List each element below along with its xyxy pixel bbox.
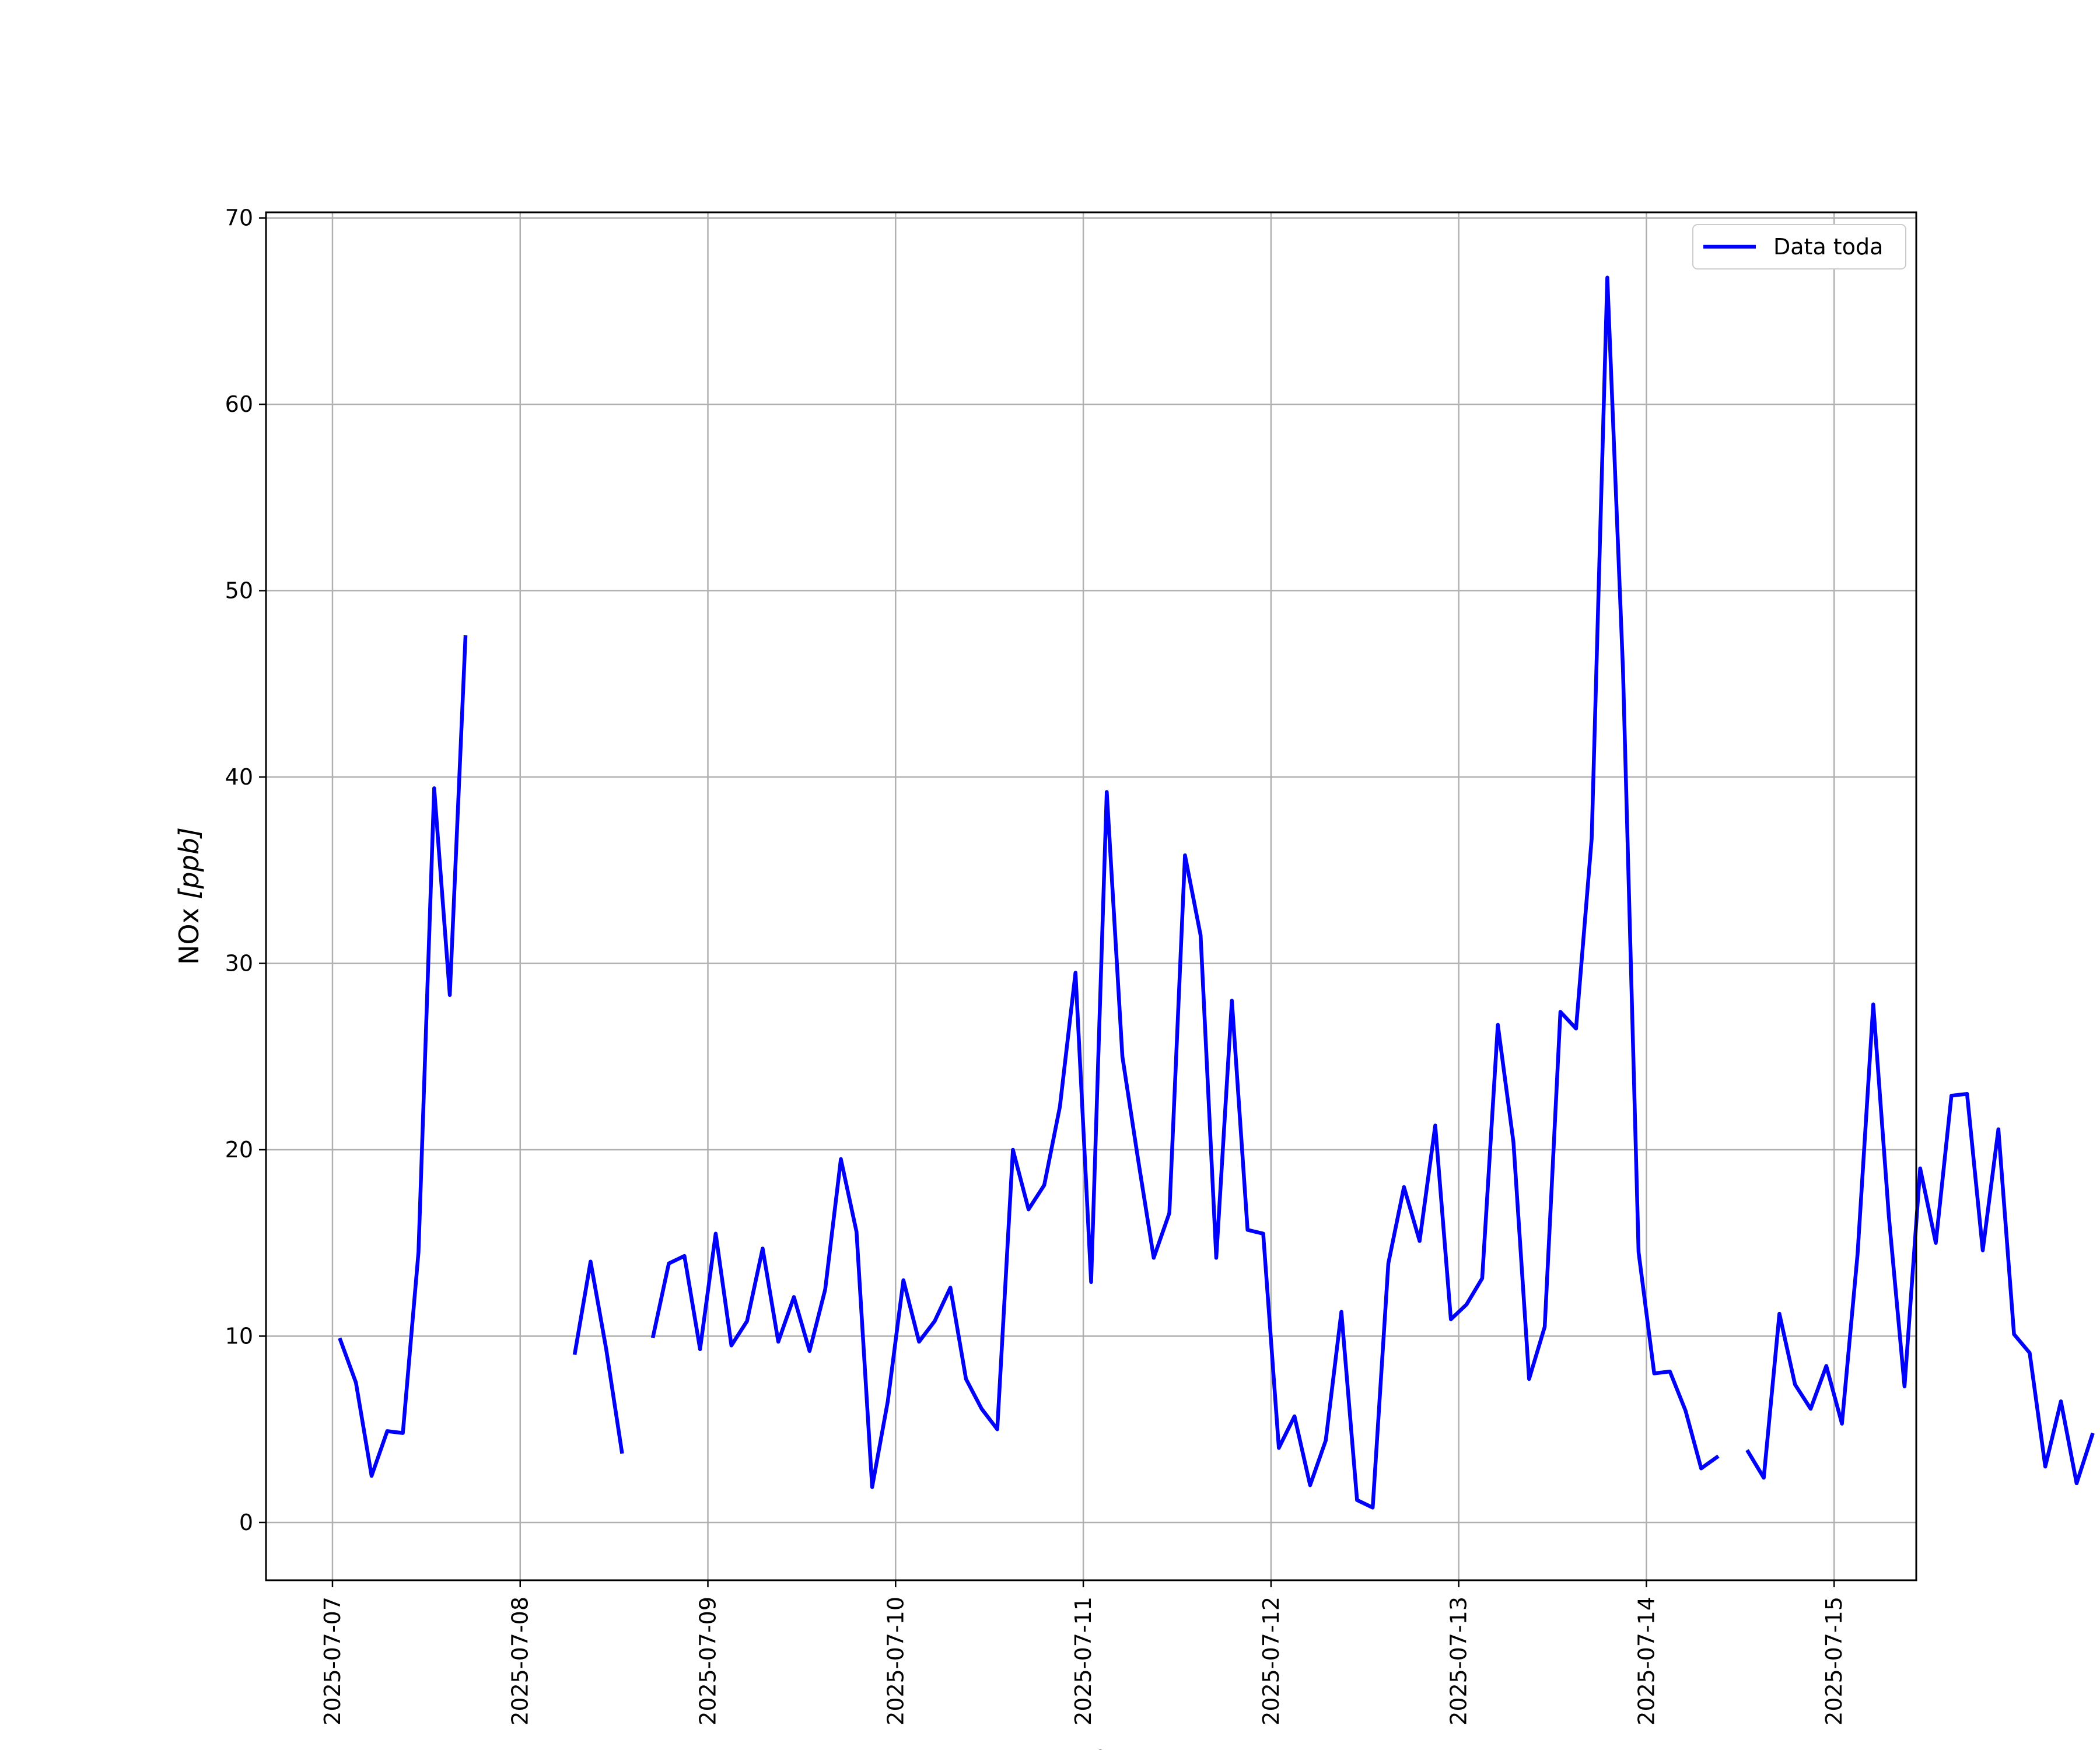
series-segment bbox=[572, 1259, 624, 1454]
x-tick-label: 2025-07-14 bbox=[1633, 1597, 1659, 1726]
y-tick-label: 30 bbox=[225, 951, 253, 977]
series-segment bbox=[1745, 1002, 2095, 1486]
y-axis-label-main: NOx bbox=[173, 900, 205, 965]
x-tick-label: 2025-07-08 bbox=[508, 1597, 533, 1726]
x-axis: 2025-07-07 2025-07-08 2025-07-09 2025-07-10… bbox=[320, 1580, 1847, 1726]
x-tick-label: 2025-07-13 bbox=[1446, 1597, 1472, 1726]
x-axis-label: Fecha bbox=[1052, 1745, 1130, 1750]
legend-box bbox=[1692, 224, 1906, 270]
series-segment bbox=[650, 275, 1720, 1510]
y-axis-label: NOx [ppb] bbox=[173, 827, 205, 965]
y-tick-label: 50 bbox=[225, 578, 253, 604]
y-axis-label-unit: [ppb] bbox=[173, 827, 205, 900]
grid bbox=[266, 212, 1916, 1580]
x-tick-label: 2025-07-15 bbox=[1821, 1597, 1847, 1726]
plot-area bbox=[266, 212, 1916, 1580]
y-tick-label: 40 bbox=[225, 764, 253, 790]
y-tick-label: 60 bbox=[225, 391, 253, 417]
y-tick-label: 0 bbox=[239, 1510, 253, 1535]
x-tick-label: 2025-07-10 bbox=[883, 1597, 908, 1726]
y-tick-label: 20 bbox=[225, 1137, 253, 1163]
series-line-data-toda bbox=[338, 275, 2095, 1510]
series-segment bbox=[338, 635, 468, 1478]
legend-label: Data toda bbox=[1773, 234, 1883, 260]
y-tick-label: 70 bbox=[225, 205, 253, 231]
x-tick-label: 2025-07-07 bbox=[320, 1597, 345, 1726]
plot-frame bbox=[265, 211, 1917, 1581]
y-tick-label: 10 bbox=[225, 1323, 253, 1349]
x-tick-label: 2025-07-12 bbox=[1258, 1597, 1284, 1726]
legend: Data toda bbox=[1692, 224, 1906, 270]
x-tick-label: 2025-07-09 bbox=[695, 1597, 721, 1726]
x-tick-label: 2025-07-11 bbox=[1070, 1597, 1096, 1726]
y-axis: 0 10 20 30 40 50 60 70 bbox=[225, 205, 266, 1535]
